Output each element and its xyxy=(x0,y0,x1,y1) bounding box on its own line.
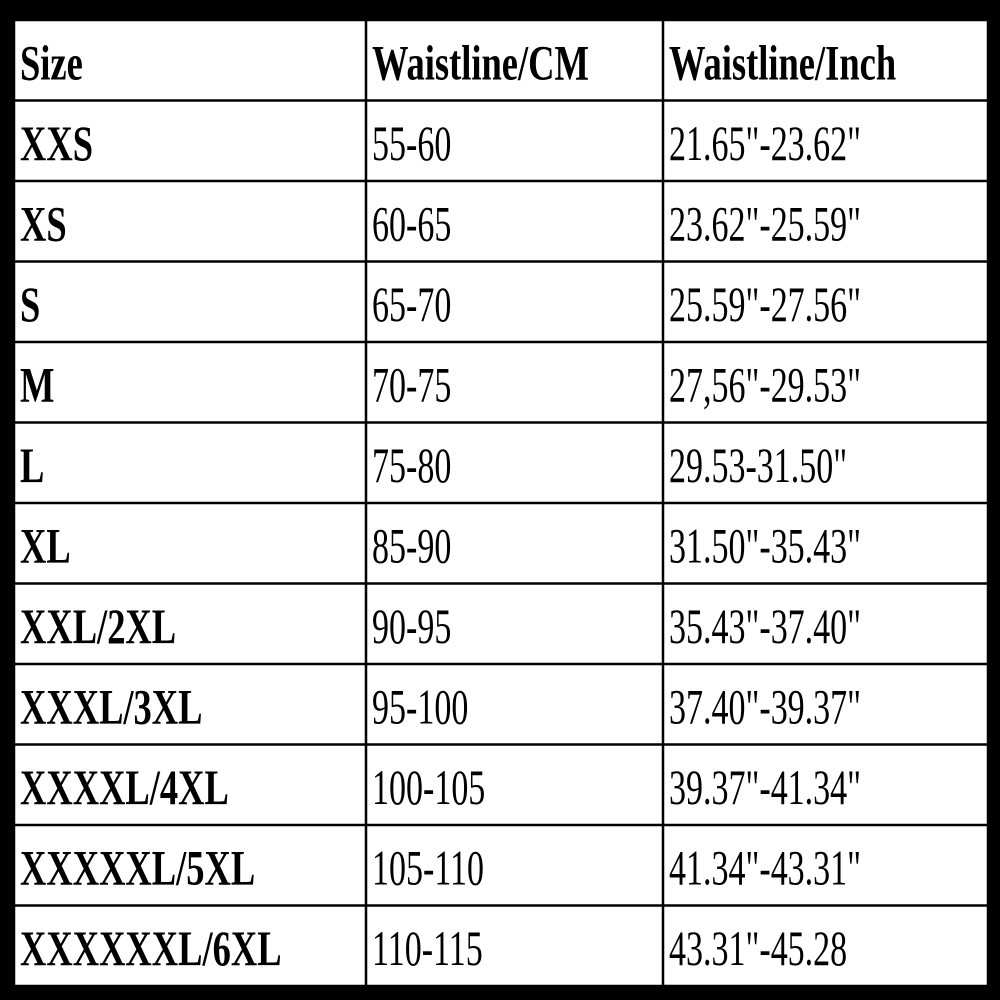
cell: XXXXL/4XL xyxy=(20,761,229,816)
cell: 75-80 xyxy=(372,439,451,494)
header-cell: Waistline/CM xyxy=(372,36,589,91)
cell: M xyxy=(20,358,54,413)
cell: 43.31"-45.28 xyxy=(669,922,847,977)
cell: XS xyxy=(20,197,67,252)
cell: 31.50"-35.43" xyxy=(669,519,861,574)
cell: 29.53-31.50" xyxy=(669,439,847,494)
cell: S xyxy=(20,278,40,333)
cell: L xyxy=(20,439,44,494)
cell: 110-115 xyxy=(372,922,483,977)
cell: 65-70 xyxy=(372,278,451,333)
cell: 100-105 xyxy=(372,761,485,816)
cell: XXXXXL/5XL xyxy=(20,841,255,896)
cell: XXXXXXL/6XL xyxy=(20,922,282,977)
cell: 21.65"-23.62" xyxy=(669,117,861,172)
cell: 70-75 xyxy=(372,358,451,413)
cell: 95-100 xyxy=(372,680,468,735)
cell: 55-60 xyxy=(372,117,451,172)
header-cell: Waistline/Inch xyxy=(669,36,896,91)
cell: 41.34"-43.31" xyxy=(669,841,861,896)
cell: 85-90 xyxy=(372,519,451,574)
cell: 37.40"-39.37" xyxy=(669,680,861,735)
cell: XXXL/3XL xyxy=(20,680,202,735)
header-cell: Size xyxy=(20,36,83,91)
cell: XXL/2XL xyxy=(20,600,176,655)
cell: 39.37"-41.34" xyxy=(669,761,861,816)
cell: 60-65 xyxy=(372,197,451,252)
cell: 90-95 xyxy=(372,600,451,655)
cell: XXS xyxy=(20,117,93,172)
cell: 35.43"-37.40" xyxy=(669,600,861,655)
cell: 23.62"-25.59" xyxy=(669,197,861,252)
cell: 27,56"-29.53" xyxy=(669,358,861,413)
cell: XL xyxy=(20,519,71,574)
cell: 25.59"-27.56" xyxy=(669,278,861,333)
cell: 105-110 xyxy=(372,841,484,896)
